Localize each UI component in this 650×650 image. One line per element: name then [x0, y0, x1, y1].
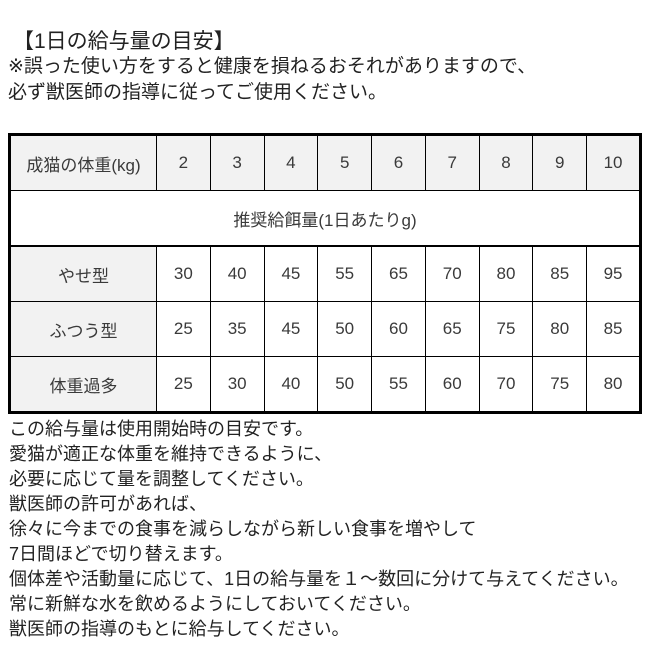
- note-line: 獣医師の許可があれば、: [9, 494, 207, 514]
- value-cell: 35: [209, 301, 265, 357]
- weight-col-6: 6: [371, 134, 426, 191]
- weight-col-5: 5: [317, 134, 373, 191]
- page-title: 【1日の給与量の目安】: [13, 30, 235, 53]
- value-cell: 60: [424, 356, 480, 413]
- row-label-cell: ふつう型: [9, 301, 157, 357]
- table-subheader-row: 推奨給餌量(1日あたりg): [9, 190, 641, 247]
- row-label-cell: 体重過多: [9, 356, 157, 413]
- note-line: 愛猫が適正な体重を維持できるように、: [9, 444, 333, 464]
- weight-col-7: 7: [424, 134, 480, 191]
- note-line: 7日間ほどで切り替えます。: [9, 544, 233, 564]
- weight-col-3: 3: [209, 134, 265, 191]
- value-cell: 40: [263, 356, 319, 413]
- subheader-cell: 推奨給餌量(1日あたりg): [9, 190, 641, 247]
- warning-text: ※誤った使い方をすると健康を損ねるおそれがありますので、 必ず獣医師の指導に従っ…: [8, 54, 536, 106]
- note-line: 必要に応じて量を調整してください。: [9, 469, 314, 489]
- value-cell: 45: [263, 245, 319, 302]
- value-cell: 65: [371, 245, 426, 302]
- value-cell: 60: [371, 301, 426, 357]
- weight-col-10: 10: [586, 134, 641, 191]
- usage-notes: この給与量は使用開始時の目安です。 愛猫が適正な体重を維持できるように、 必要に…: [9, 417, 629, 642]
- row-label-cell: やせ型: [9, 245, 157, 302]
- note-line: 常に新鮮な水を飲めるようにしておいてください。: [9, 594, 421, 614]
- warning-line-1: ※誤った使い方をすると健康を損ねるおそれがありますので、: [8, 56, 537, 77]
- value-cell: 50: [317, 356, 373, 413]
- value-cell: 80: [478, 245, 534, 302]
- value-cell: 95: [586, 245, 641, 302]
- note-line: この給与量は使用開始時の目安です。: [9, 419, 314, 439]
- value-cell: 70: [424, 245, 480, 302]
- note-line: 個体差や活動量に応じて、1日の給与量を１～数回に分けて与えてください。: [9, 569, 629, 589]
- table-row-overweight: 体重過多 25 30 40 50 55 60 70 75 80: [9, 356, 641, 413]
- table-header-row: 成猫の体重(kg) 2 3 4 5 6 7 8 9 10: [9, 134, 641, 191]
- value-cell: 25: [156, 356, 211, 413]
- value-cell: 55: [317, 245, 373, 302]
- value-cell: 40: [209, 245, 265, 302]
- weight-col-4: 4: [263, 134, 319, 191]
- value-cell: 85: [532, 245, 588, 302]
- value-cell: 75: [478, 301, 534, 357]
- value-cell: 70: [478, 356, 534, 413]
- warning-line-2: 必ず獣医師の指導に従ってご使用ください。: [8, 82, 388, 103]
- value-cell: 80: [586, 356, 641, 413]
- value-cell: 45: [263, 301, 319, 357]
- weight-col-9: 9: [532, 134, 588, 191]
- weight-header-cell: 成猫の体重(kg): [9, 134, 157, 191]
- value-cell: 30: [209, 356, 265, 413]
- table-row-normal: ふつう型 25 35 45 50 60 65 75 80 85: [9, 301, 641, 357]
- value-cell: 85: [586, 301, 641, 357]
- value-cell: 75: [532, 356, 588, 413]
- weight-col-8: 8: [478, 134, 534, 191]
- value-cell: 80: [532, 301, 588, 357]
- value-cell: 30: [156, 245, 211, 302]
- value-cell: 25: [156, 301, 211, 357]
- value-cell: 55: [371, 356, 426, 413]
- note-line: 獣医師の指導のもとに給与してください。: [9, 619, 350, 639]
- note-line: 徐々に今までの食事を減らしながら新しい食事を増やして: [9, 519, 477, 539]
- weight-col-2: 2: [156, 134, 211, 191]
- value-cell: 65: [424, 301, 480, 357]
- feeding-amount-table: 成猫の体重(kg) 2 3 4 5 6 7 8 9 10 推奨給餌量(1日あたり…: [8, 133, 642, 414]
- table-row-thin: やせ型 30 40 45 55 65 70 80 85 95: [9, 245, 641, 302]
- value-cell: 50: [317, 301, 373, 357]
